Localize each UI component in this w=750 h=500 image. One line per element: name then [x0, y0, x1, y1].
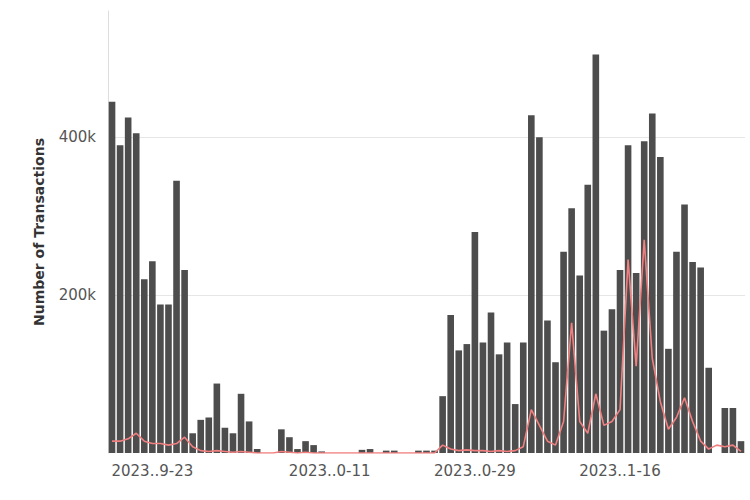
- svg-text:2023..1-16: 2023..1-16: [579, 462, 661, 480]
- svg-text:2023..0-29: 2023..0-29: [434, 462, 516, 480]
- svg-text:200k: 200k: [59, 286, 97, 304]
- svg-text:2023..0-11: 2023..0-11: [289, 462, 371, 480]
- svg-text:400k: 400k: [59, 128, 97, 146]
- svg-text:2023..9-23: 2023..9-23: [111, 462, 193, 480]
- svg-text:Number of Transactions: Number of Transactions: [31, 138, 47, 326]
